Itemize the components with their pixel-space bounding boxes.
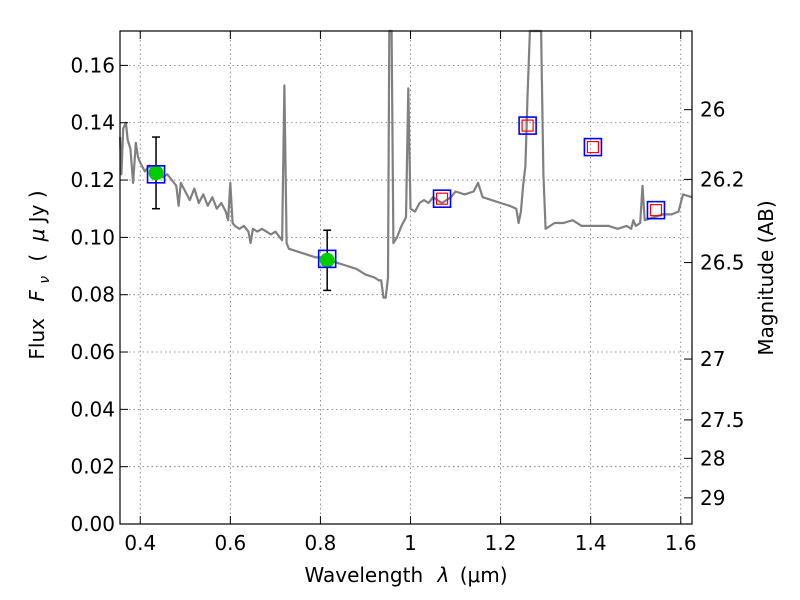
y-tick-label: 0.12 (70, 168, 115, 192)
y-tick-label: 0.06 (70, 340, 115, 364)
y-tick-label: 0.14 (70, 111, 115, 135)
x-tick-label: 1 (404, 531, 417, 555)
upper-limit-marker (435, 192, 449, 205)
grid-lines (120, 31, 692, 524)
x-axis-label: Wavelength λ (μm) (304, 563, 507, 587)
mag-tick-label: 29 (700, 486, 725, 510)
y-tick-label: 0.00 (70, 512, 115, 536)
spectrum-line (118, 29, 693, 299)
mag-tick-label: 28 (700, 446, 725, 470)
mag-tick-label: 27.5 (700, 408, 745, 432)
upper-limit-marker (649, 204, 663, 217)
plot-frame (119, 30, 693, 525)
x-tick-label: 1.2 (485, 531, 517, 555)
model-flux-marker (518, 116, 537, 135)
model-flux-marker (646, 200, 666, 220)
model-flux-marker (432, 189, 452, 208)
spectrum-layer (118, 29, 693, 299)
model-flux-marker (317, 249, 337, 269)
upper-limit-marker (521, 119, 534, 132)
x-tick-label: 0.6 (214, 531, 246, 555)
model-flux-marker (583, 137, 603, 157)
y2-axis-label: Magnitude (AB) (754, 200, 778, 355)
mag-tick-label: 26 (700, 98, 725, 122)
y-tick-label: 0.16 (70, 53, 115, 77)
x-tick-label: 1.4 (575, 531, 607, 555)
x-tick-label: 0.8 (305, 531, 337, 555)
x-tick-label: 0.4 (124, 531, 156, 555)
y-axis-label: Flux F ν ( μ Jy ) (25, 190, 54, 359)
photometry-point (319, 252, 335, 268)
tick-layer: 0.4 0.6 0.8 1 1.2 1.4 1.6 0.00 0.02 0.04 0.06 0.08 0… (70, 31, 745, 555)
y-tick-label: 0.04 (70, 397, 115, 421)
y-tick-label: 0.10 (70, 225, 115, 249)
mag-tick-label: 26.5 (700, 251, 745, 275)
upper-limit-marker (586, 140, 600, 154)
photometry-point (148, 165, 164, 181)
y-tick-label: 0.02 (70, 455, 115, 479)
marker-layer (146, 116, 666, 292)
y-tick-label: 0.08 (70, 283, 115, 307)
mag-tick-label: 27 (700, 347, 725, 371)
x-tick-label: 1.6 (665, 531, 697, 555)
mag-tick-label: 26.2 (700, 167, 745, 191)
model-flux-marker (146, 165, 166, 184)
